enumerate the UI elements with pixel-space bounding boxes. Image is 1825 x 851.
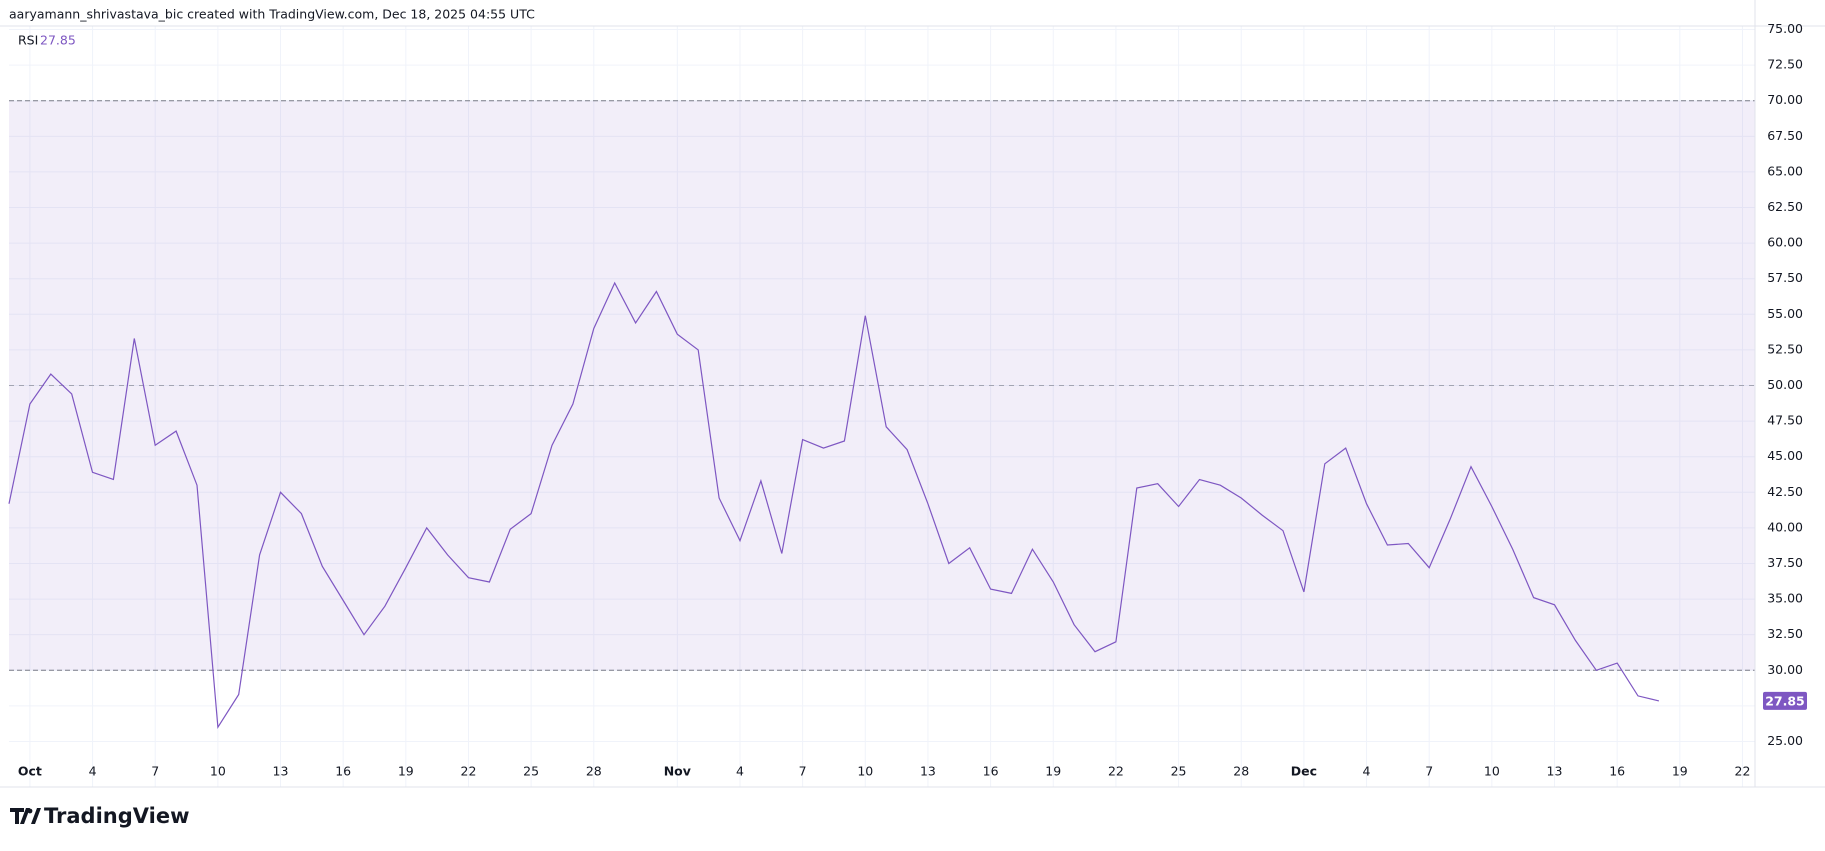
legend-value: 27.85: [40, 33, 76, 48]
y-tick-label: 72.50: [1767, 57, 1803, 72]
y-tick-label: 57.50: [1767, 270, 1803, 285]
y-tick-label: 32.50: [1767, 626, 1803, 641]
x-tick-label: 7: [1425, 764, 1433, 779]
y-tick-label: 75.00: [1767, 21, 1803, 36]
y-tick-label: 67.50: [1767, 128, 1803, 143]
x-tick-label: 13: [273, 764, 289, 779]
x-tick-label: 19: [398, 764, 414, 779]
legend-name: RSI: [18, 33, 38, 48]
last-value-badge: [1763, 691, 1807, 710]
y-tick-label: 55.00: [1767, 306, 1803, 321]
x-tick-label: 22: [461, 764, 477, 779]
x-tick-label: 10: [210, 764, 226, 779]
y-tick-label: 52.50: [1767, 341, 1803, 356]
x-tick-label: 19: [1672, 764, 1688, 779]
x-tick-label: Nov: [664, 764, 691, 779]
x-tick-label: Dec: [1291, 764, 1317, 779]
y-tick-label: 45.00: [1767, 448, 1803, 463]
credit: aaryamann_shrivastava_bic created with T…: [9, 7, 535, 22]
x-tick-label: 16: [1609, 764, 1625, 779]
x-tick-label: 13: [1547, 764, 1563, 779]
x-tick-label: 4: [736, 764, 744, 779]
rsi-line: [8, 281, 1660, 730]
x-tick-label: 4: [89, 764, 97, 779]
brand-logo: [10, 808, 41, 824]
x-tick-label: 4: [1363, 764, 1371, 779]
y-tick-label: 60.00: [1767, 235, 1803, 250]
y-tick-label: 40.00: [1767, 519, 1803, 534]
x-tick-label: 19: [1045, 764, 1061, 779]
last-value-label: 27.85: [1765, 693, 1805, 708]
y-tick-label: 50.00: [1767, 377, 1803, 392]
x-tick-label: 16: [983, 764, 999, 779]
y-tick-label: 47.50: [1767, 413, 1803, 428]
y-tick-label: 42.50: [1767, 484, 1803, 499]
y-tick-label: 25.00: [1767, 733, 1803, 748]
y-tick-label: 35.00: [1767, 591, 1803, 606]
x-tick-label: 7: [799, 764, 807, 779]
x-tick-label: 28: [586, 764, 602, 779]
x-tick-label: 10: [857, 764, 873, 779]
y-tick-label: 62.50: [1767, 199, 1803, 214]
x-tick-label: 10: [1484, 764, 1500, 779]
y-tick-label: 70.00: [1767, 92, 1803, 107]
y-tick-label: 65.00: [1767, 163, 1803, 178]
x-tick-label: 13: [920, 764, 936, 779]
y-tick-label: 30.00: [1767, 662, 1803, 677]
x-tick-label: 22: [1108, 764, 1124, 779]
x-tick-label: 7: [151, 764, 159, 779]
x-tick-label: 25: [523, 764, 539, 779]
y-tick-label: 37.50: [1767, 555, 1803, 570]
x-tick-label: 16: [335, 764, 351, 779]
brand: TradingView: [44, 804, 189, 828]
x-tick-label: 22: [1735, 764, 1751, 779]
x-tick-label: 25: [1171, 764, 1187, 779]
x-tick-label: 28: [1233, 764, 1249, 779]
x-tick-label: Oct: [18, 764, 42, 779]
